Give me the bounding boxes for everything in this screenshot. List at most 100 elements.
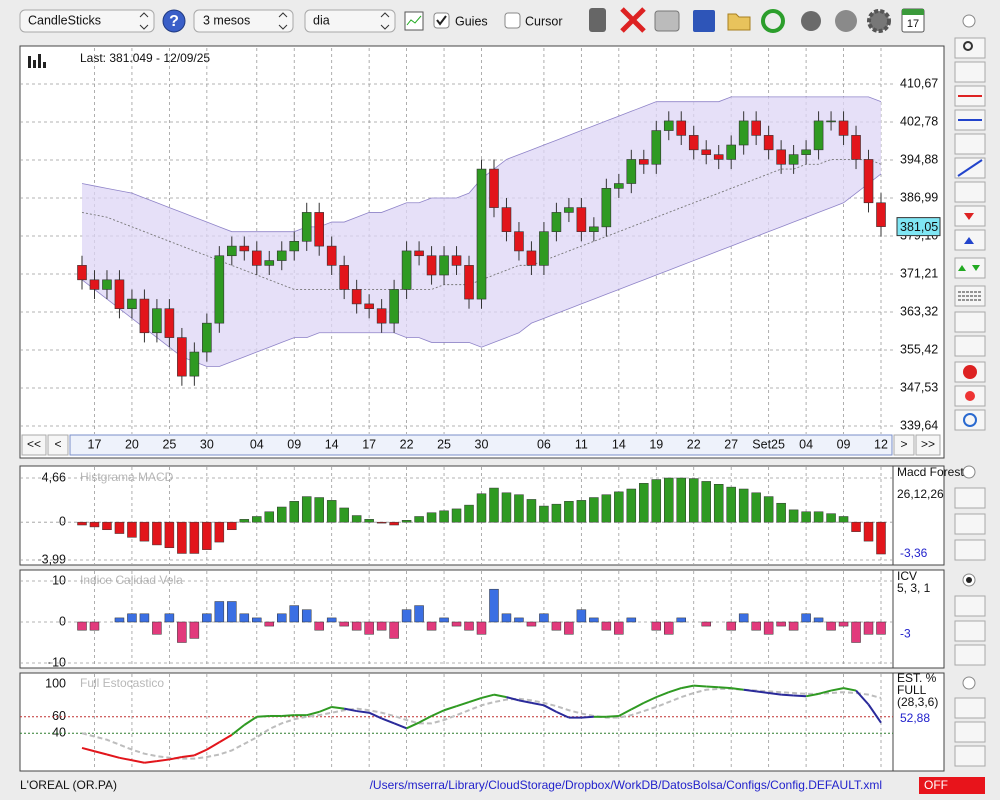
- chart-settings-icon[interactable]: [404, 11, 424, 31]
- percent-button[interactable]: [954, 335, 986, 357]
- histogram-bar: [414, 516, 424, 523]
- candle-body: [77, 265, 87, 281]
- histogram-bar: [439, 510, 449, 523]
- histogram-bar: [252, 617, 262, 623]
- stoch-k-segment: [418, 715, 433, 724]
- sync-button[interactable]: [954, 409, 986, 431]
- scale-button[interactable]: [954, 311, 986, 333]
- macd-signal-button[interactable]: [954, 487, 986, 509]
- histogram-bar: [664, 621, 674, 635]
- stoch-k-segment: [518, 699, 532, 704]
- x-tick-label: 25: [437, 437, 451, 451]
- radio[interactable]: [962, 676, 976, 690]
- histogram-bar: [389, 521, 399, 526]
- candle-body: [751, 120, 761, 136]
- candle-body: [776, 149, 786, 165]
- stoch-k-segment: [843, 687, 857, 692]
- candle-body: [589, 226, 599, 232]
- zoom-button[interactable]: [954, 37, 986, 59]
- histogram-bar: [614, 491, 624, 523]
- histogram-bar: [351, 515, 362, 523]
- x-tick-label: 09: [837, 437, 851, 451]
- stoch-lines-button[interactable]: [954, 721, 986, 743]
- nav-next[interactable]: [893, 434, 915, 456]
- icv-lines-button[interactable]: [954, 620, 986, 642]
- histogram-bar: [451, 621, 462, 627]
- candle-body: [127, 298, 137, 310]
- histogram-bar: [514, 494, 524, 523]
- help-glyph: ?: [169, 13, 179, 30]
- settings-icon[interactable]: [867, 9, 891, 33]
- histogram-bar: [539, 505, 549, 523]
- period-select[interactable]: [193, 9, 294, 33]
- candle-body: [826, 120, 836, 123]
- stoch-title: Full Estocastico: [80, 676, 164, 690]
- histogram-bar: [189, 521, 200, 554]
- x-tick-label: 14: [612, 437, 626, 451]
- candle-body: [651, 130, 662, 165]
- histogram-bar: [252, 516, 262, 523]
- nav-prev[interactable]: [47, 434, 69, 456]
- help-button[interactable]: [162, 9, 186, 33]
- fibo-button[interactable]: [954, 181, 986, 203]
- money-icon[interactable]: [801, 11, 821, 31]
- nav-prev-label: <: [54, 437, 61, 451]
- stoch-k-segment: [643, 696, 657, 704]
- save-icon[interactable]: [693, 10, 715, 32]
- last-price-box: [896, 217, 941, 237]
- histogram-bar: [439, 617, 449, 623]
- channel-button[interactable]: [954, 133, 986, 155]
- refresh-icon[interactable]: [761, 9, 785, 33]
- y-tick-label: -3,99: [38, 552, 67, 566]
- cursor-checkbox[interactable]: [504, 12, 521, 29]
- stoch-k-segment: [506, 696, 520, 702]
- radio[interactable]: [962, 14, 976, 28]
- candle-body: [276, 250, 287, 261]
- nav-last[interactable]: [915, 434, 941, 456]
- chart-type-select[interactable]: [19, 9, 155, 33]
- x-tick-label: 22: [400, 437, 414, 451]
- stoch-k-segment: [431, 709, 445, 717]
- histogram-bar: [576, 500, 587, 523]
- stoch-k-segment: [706, 685, 719, 689]
- histogram-bar: [239, 613, 250, 623]
- print-icon[interactable]: [654, 10, 680, 32]
- candle-body: [426, 255, 437, 276]
- x-tick-label: 04: [250, 437, 264, 451]
- stoch-k-segment: [830, 687, 844, 692]
- histogram-bar: [214, 601, 225, 623]
- interval-value: dia: [313, 13, 330, 27]
- x-tick-label: 09: [287, 437, 301, 451]
- date-strip[interactable]: [69, 434, 893, 456]
- y-tick-label: 371,21: [900, 266, 938, 280]
- stoch-signal-button[interactable]: [954, 697, 986, 719]
- signals-button[interactable]: [954, 257, 986, 279]
- radio[interactable]: [962, 465, 976, 479]
- histogram-bar: [751, 492, 761, 523]
- last-value-label: 52,88: [900, 711, 930, 725]
- euro-icon[interactable]: [835, 10, 857, 32]
- histogram-bar: [788, 621, 799, 631]
- macd-curve-button[interactable]: [954, 539, 986, 561]
- candle-body: [701, 149, 712, 155]
- nav-first[interactable]: [21, 434, 47, 456]
- delete-icon[interactable]: [620, 7, 646, 33]
- y-tick-label: 4,66: [42, 470, 66, 484]
- interval-select[interactable]: [304, 9, 396, 33]
- histogram-bar: [351, 621, 362, 631]
- status-badge[interactable]: [919, 777, 985, 794]
- stoch-curve-button[interactable]: [954, 745, 986, 767]
- icv-signal-button[interactable]: [954, 595, 986, 617]
- histogram-bar: [401, 609, 412, 623]
- open-icon[interactable]: [727, 13, 751, 31]
- histogram-bar: [626, 617, 637, 623]
- macd-lines-button[interactable]: [954, 513, 986, 535]
- trash-icon[interactable]: [589, 8, 606, 32]
- bars-button[interactable]: [954, 61, 986, 83]
- stoch-k-segment: [481, 693, 495, 699]
- stoch-k-segment: [805, 692, 819, 698]
- histogram-bar: [389, 621, 399, 639]
- icv-curve-button[interactable]: [954, 644, 986, 666]
- select-arrows: [139, 12, 149, 30]
- histogram-bar: [526, 621, 537, 627]
